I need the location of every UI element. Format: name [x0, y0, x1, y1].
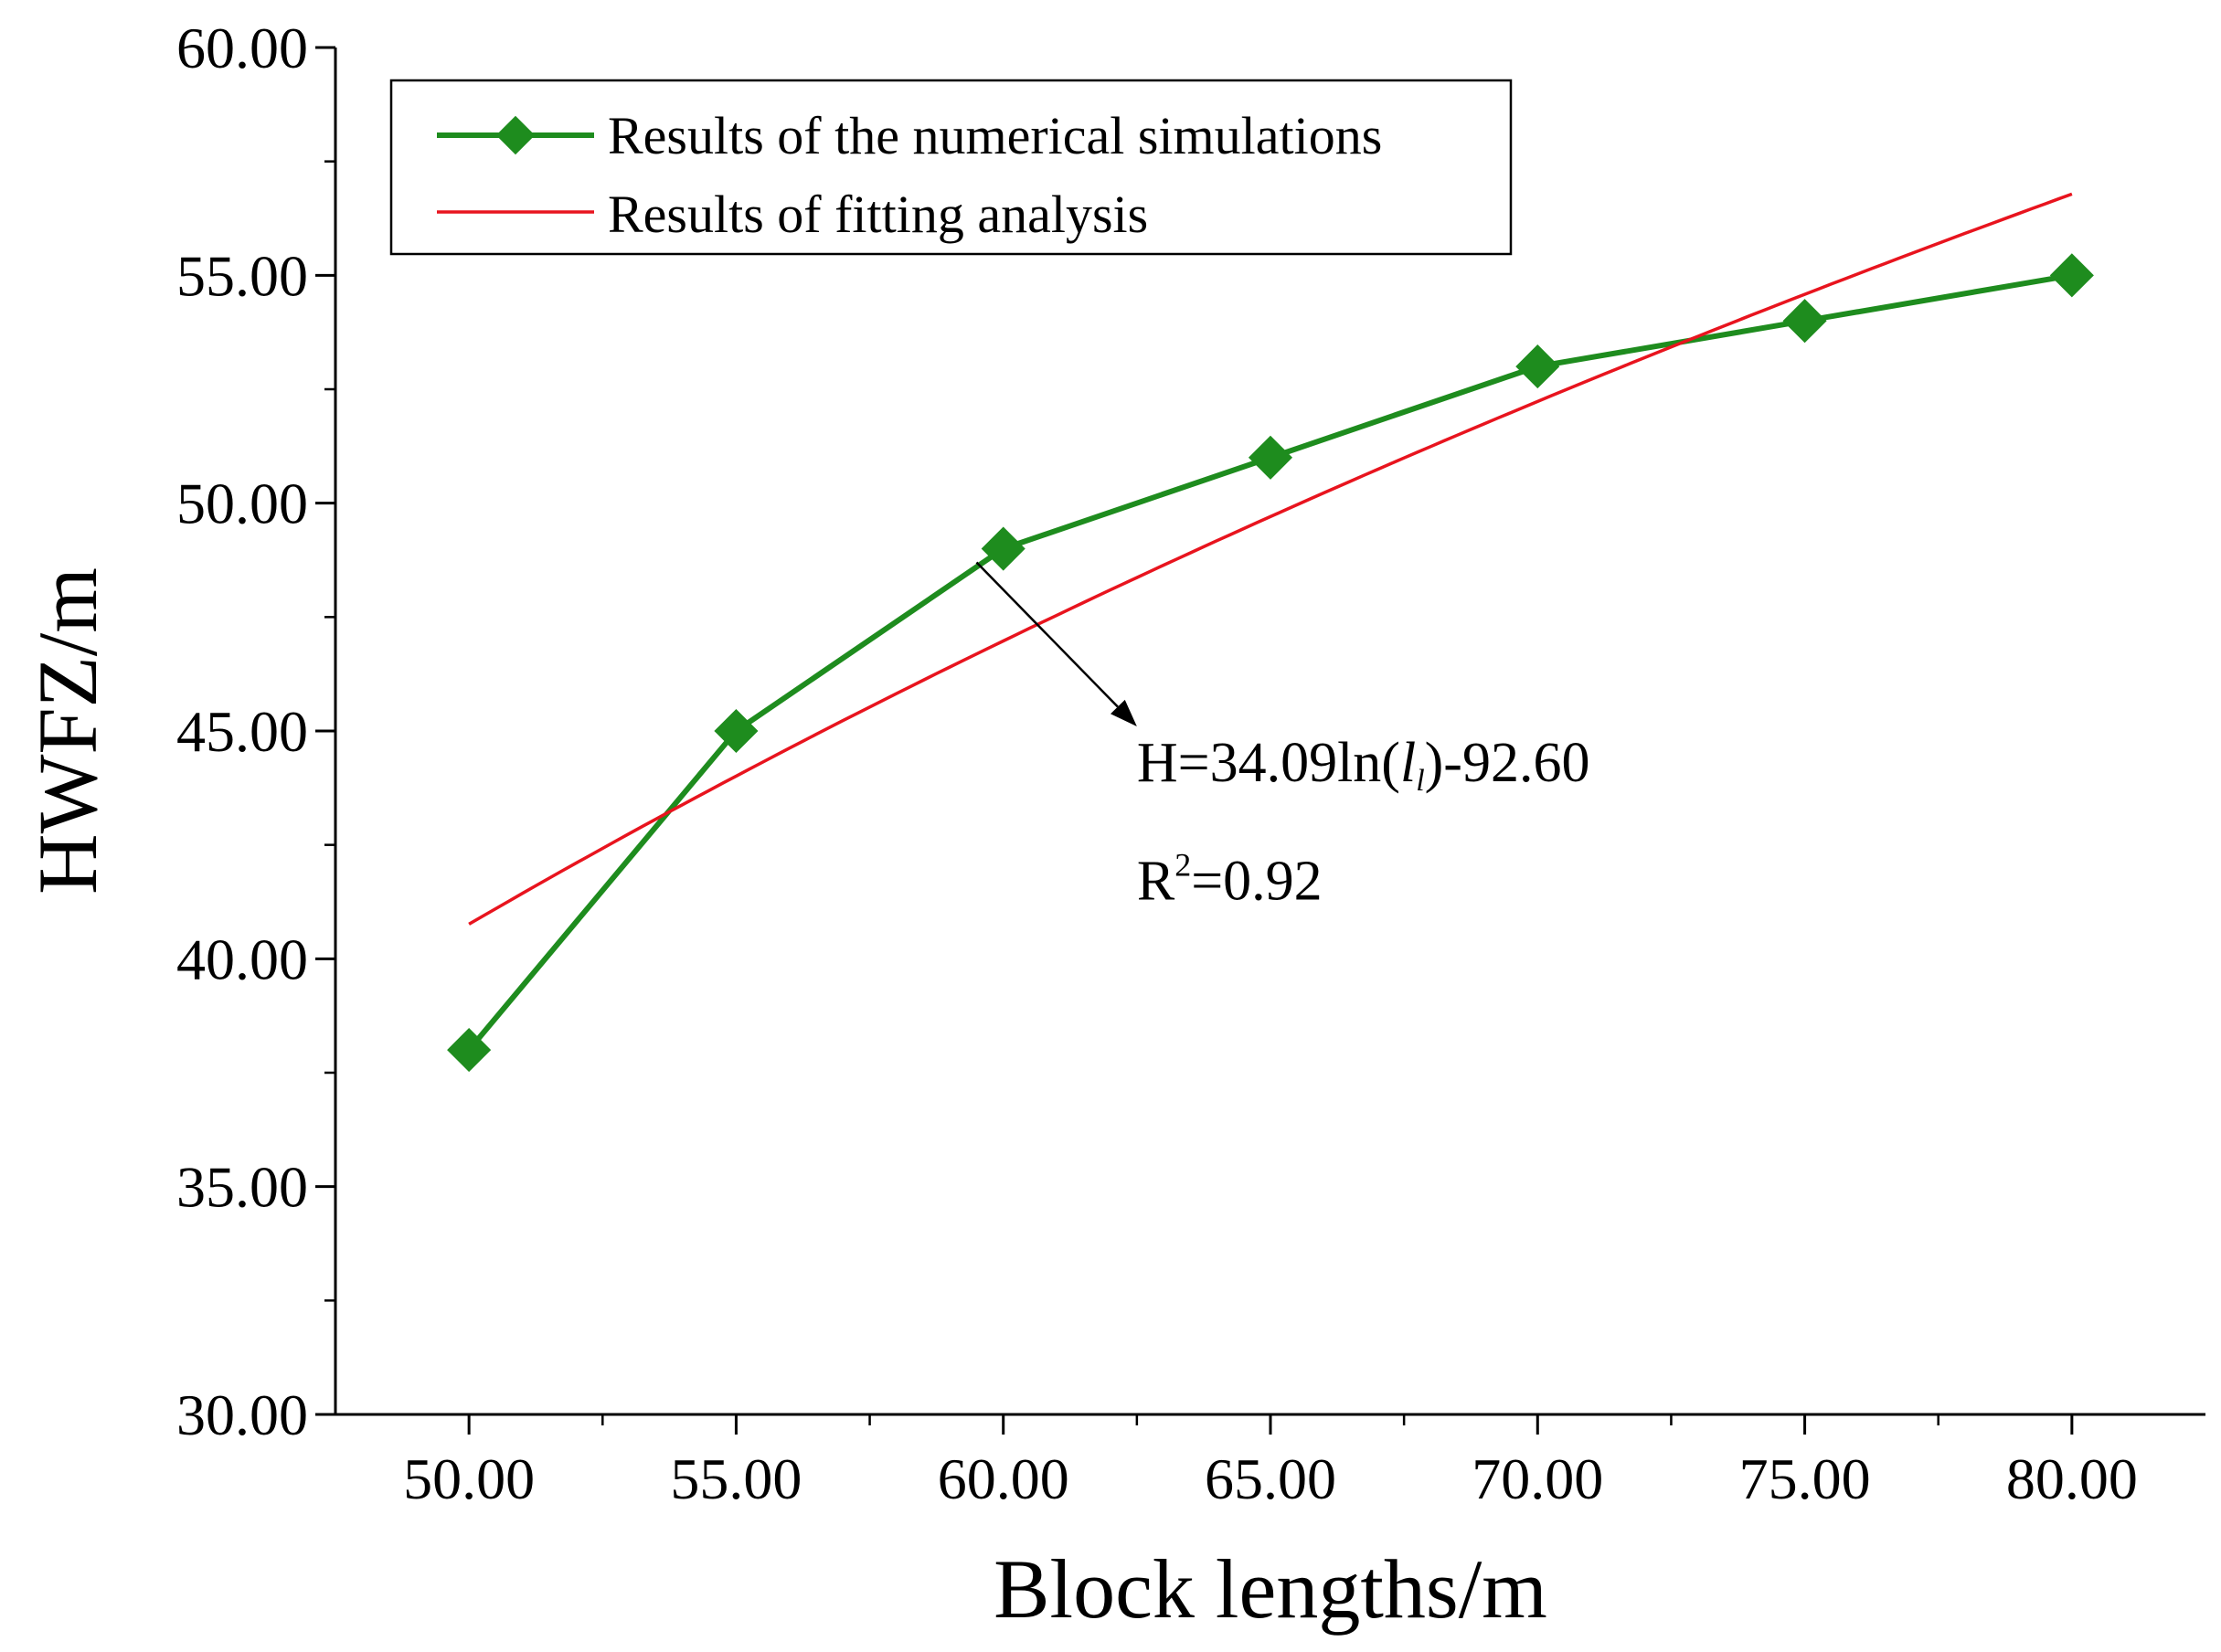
fitting-curve — [468, 192, 2073, 926]
fit-equation-var: l — [1400, 732, 1416, 794]
ticks — [315, 46, 2074, 1435]
x-tick-label: 60.00 — [938, 1446, 1069, 1511]
fit-equation: H=34.09ln(ll)-92.60 — [1137, 732, 1590, 798]
numerical-simulation-point — [1248, 435, 1293, 480]
fit-equation-suffix: )-92.60 — [1425, 732, 1590, 794]
y-tick-label: 35.00 — [176, 1155, 308, 1220]
numerical-simulation-point — [1782, 299, 1827, 344]
r-squared: R2=0.92 — [1137, 847, 1323, 913]
tick-labels: 30.00 35.00 40.00 45.00 50.00 55.00 60.00 50.00… — [176, 16, 2138, 1511]
annotation: H=34.09ln(ll)-92.60 R2=0.92 — [975, 561, 1590, 913]
y-tick-label: 50.00 — [176, 471, 308, 536]
legend-box — [389, 79, 1513, 256]
y-tick-label: 60.00 — [176, 16, 308, 80]
y-tick-label: 40.00 — [176, 927, 308, 991]
numerical-simulation-point — [714, 708, 759, 754]
numerical-simulation-point — [1515, 344, 1560, 389]
x-tick-label: 75.00 — [1739, 1446, 1871, 1511]
y-tick-label: 45.00 — [176, 699, 308, 764]
series-layer — [447, 192, 2094, 1073]
numerical-simulation-point — [981, 526, 1025, 571]
numerical-simulation-line — [466, 272, 2073, 1053]
x-tick-label: 80.00 — [2006, 1446, 2138, 1511]
r-squared-base: R — [1137, 851, 1175, 913]
legend: Results of the numerical simulations Res… — [389, 79, 1513, 256]
legend-label-numerical: Results of the numerical simulations — [608, 106, 1382, 165]
y-tick-label: 30.00 — [176, 1382, 308, 1447]
r-squared-value: =0.92 — [1191, 851, 1322, 913]
annotation-arrow-head — [1110, 699, 1137, 727]
x-tick-label: 50.00 — [403, 1446, 535, 1511]
r-squared-sup: 2 — [1174, 847, 1191, 884]
x-axis-title: Block lengths/m — [994, 1542, 1547, 1636]
x-tick-label: 55.00 — [670, 1446, 802, 1511]
legend-label-fitting: Results of fitting analysis — [608, 185, 1148, 244]
numerical-simulation-point — [2049, 253, 2094, 298]
x-tick-label: 70.00 — [1472, 1446, 1603, 1511]
y-axis-title: HWFZ/m — [21, 567, 114, 895]
y-tick-label: 55.00 — [176, 243, 308, 308]
fit-equation-sub: l — [1416, 764, 1424, 798]
x-tick-label: 65.00 — [1205, 1446, 1336, 1511]
annotation-arrow — [975, 561, 1119, 708]
fit-equation-prefix: H=34.09ln( — [1137, 732, 1400, 794]
